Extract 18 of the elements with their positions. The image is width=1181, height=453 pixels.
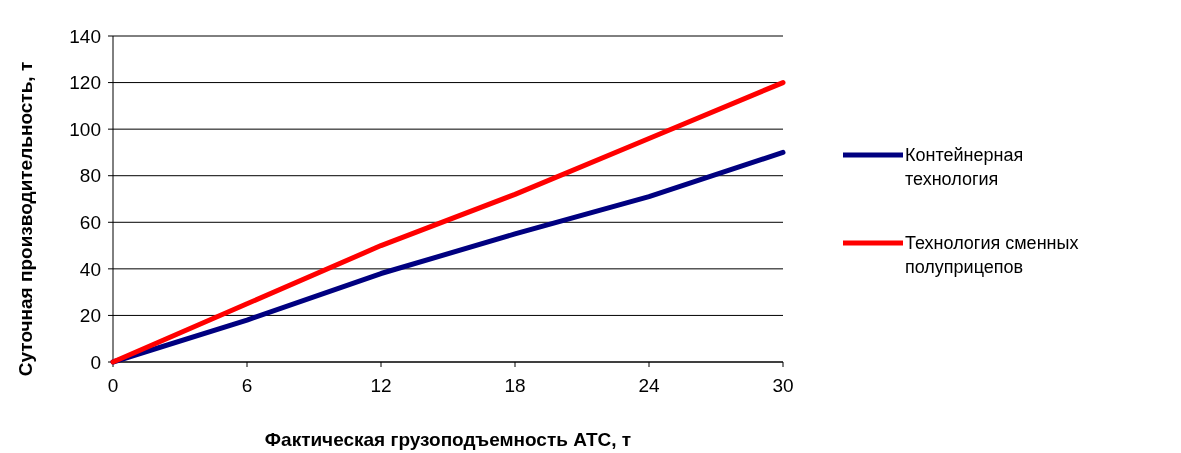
y-tick-label: 100 bbox=[69, 118, 101, 140]
y-tick-label: 140 bbox=[69, 25, 101, 47]
x-tick-label: 0 bbox=[107, 375, 119, 396]
y-axis-title: Суточная производительность, т bbox=[15, 61, 36, 377]
y-tick-label: 0 bbox=[90, 351, 101, 373]
y-tick-label: 120 bbox=[69, 72, 101, 94]
y-tick-label: 60 bbox=[79, 211, 101, 233]
y-tick-label: 20 bbox=[79, 305, 101, 327]
legend-label: Контейнерная технология bbox=[905, 145, 1024, 189]
x-tick-label: 6 bbox=[241, 375, 253, 396]
x-tick-label: 18 bbox=[504, 375, 526, 396]
x-axis-title: Фактическая грузоподъемность АТС, т bbox=[264, 429, 632, 450]
x-tick-label: 12 bbox=[370, 375, 392, 396]
legend-label: Технология сменных полуприцепов bbox=[905, 233, 1079, 277]
x-tick-label: 24 bbox=[638, 375, 660, 396]
y-tick-label: 40 bbox=[79, 258, 101, 280]
x-tick-label: 30 bbox=[772, 375, 794, 396]
y-tick-label: 80 bbox=[79, 165, 101, 187]
